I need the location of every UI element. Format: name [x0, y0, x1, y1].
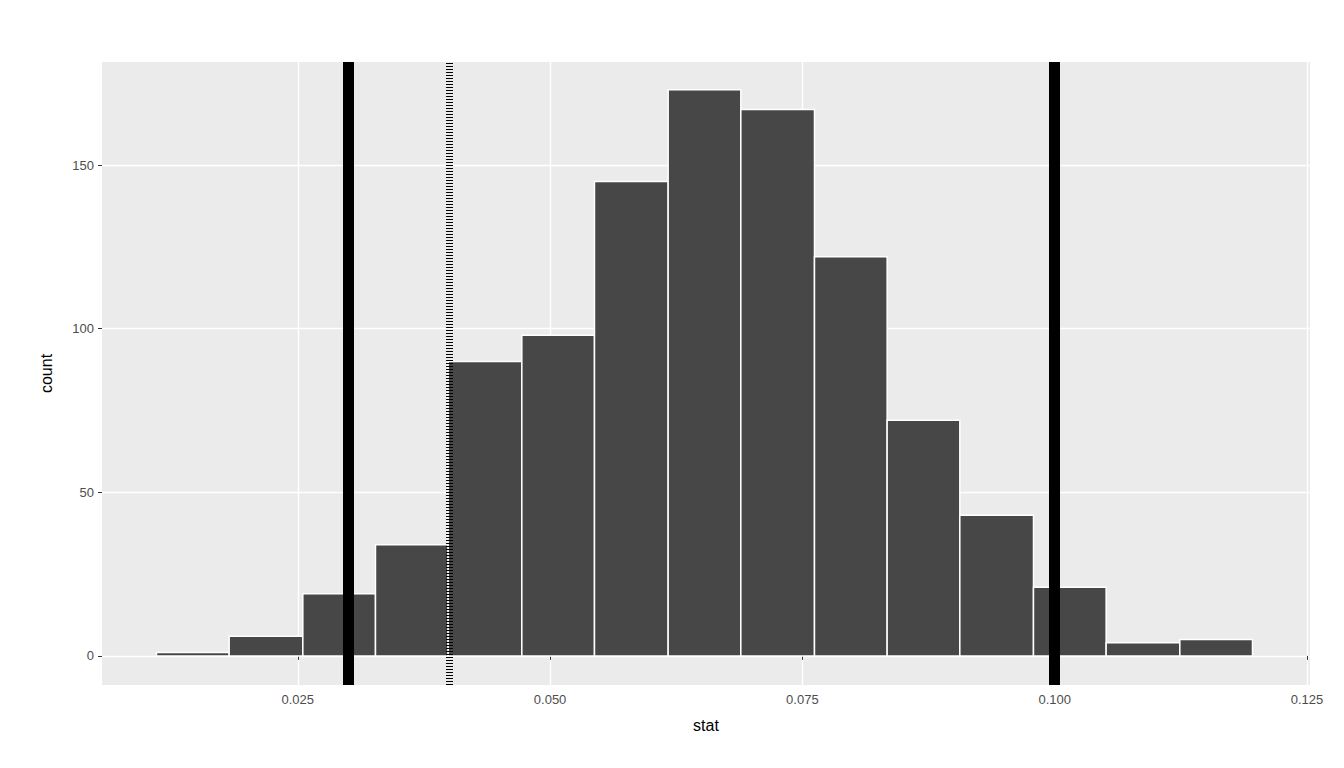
- svg-text:stat: stat: [693, 717, 719, 734]
- svg-text:0.125: 0.125: [1291, 692, 1324, 707]
- svg-text:50: 50: [80, 485, 94, 500]
- svg-text:0: 0: [87, 648, 94, 663]
- svg-text:150: 150: [72, 158, 94, 173]
- svg-text:0.100: 0.100: [1038, 692, 1071, 707]
- svg-text:0.025: 0.025: [282, 692, 315, 707]
- svg-text:0.075: 0.075: [786, 692, 819, 707]
- svg-text:count: count: [38, 353, 55, 393]
- svg-text:0.050: 0.050: [534, 692, 567, 707]
- svg-text:100: 100: [72, 321, 94, 336]
